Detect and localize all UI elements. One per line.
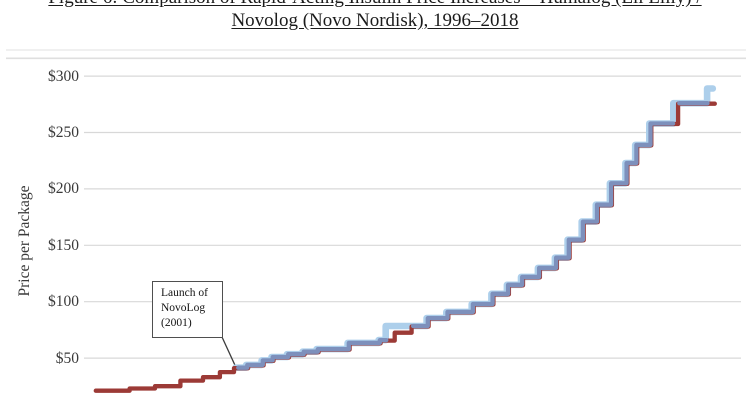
y-tick-label: $150 [48,236,79,254]
figure-title-line-2: Novolog (Novo Nordisk), 1996–2018 [231,10,519,31]
novolog-series-line [232,85,717,371]
y-tick-label: $300 [48,67,79,85]
figure-title-line-1: Figure 6: Comparison of Rapid-Acting Ins… [0,0,750,9]
overlap-series-line [410,121,676,329]
overlap-series-line [236,337,389,370]
humalog-series-line [93,101,717,393]
annotation-callout: Launch of NovoLog (2001) [152,281,223,338]
y-axis-title: Price per Package [16,185,33,297]
annotation-leader-line [221,336,238,370]
y-tick-label: $50 [55,349,79,367]
y-tick-label: $250 [48,124,79,141]
y-tick-label: $100 [48,293,79,311]
y-tick-label: $200 [48,180,79,198]
figure-title: Figure 6: Comparison of Rapid-Acting Ins… [0,0,750,32]
